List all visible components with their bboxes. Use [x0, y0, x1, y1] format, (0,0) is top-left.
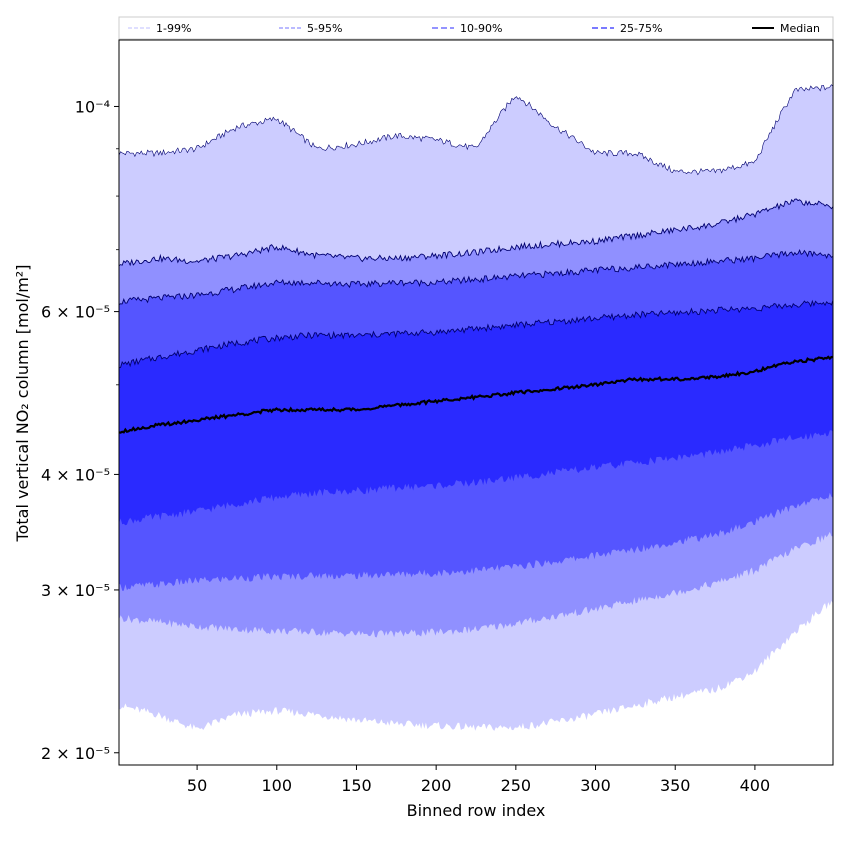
band-upper-edge-1-99%: [119, 84, 833, 176]
x-axis: 50 100 150 200 250 300 350 400: [187, 765, 770, 795]
legend-label: 25-75%: [620, 22, 662, 35]
series-line-median: [119, 355, 833, 434]
x-tick-label: 200: [421, 776, 452, 795]
percentile-bands: [119, 84, 833, 731]
legend-label: Median: [780, 22, 820, 35]
x-tick-label: 150: [341, 776, 372, 795]
x-tick-label: 250: [501, 776, 532, 795]
x-axis-label: Binned row index: [407, 801, 546, 820]
band-25-75%: [119, 300, 833, 526]
y-axis-label: Total vertical NO₂ column [mol/m²]: [13, 265, 32, 543]
plot-frame: [118, 39, 834, 766]
x-tick-label: 50: [187, 776, 207, 795]
band-upper-edge-25-75%: [119, 299, 833, 369]
band-upper-edge-5-95%: [119, 198, 833, 267]
legend-frame: [118, 16, 834, 40]
legend-label: 5-95%: [307, 22, 342, 35]
y-tick-label: 6 × 10⁻⁵: [41, 303, 110, 322]
legend: 1-99% 5-95% 10-90% 25-75% Median: [118, 16, 834, 40]
band-upper-edge-10-90%: [119, 249, 833, 305]
legend-label: 10-90%: [460, 22, 502, 35]
y-tick-label: 4 × 10⁻⁵: [41, 465, 110, 484]
legend-label: 1-99%: [156, 22, 191, 35]
x-tick-label: 350: [660, 776, 691, 795]
x-tick-label: 300: [580, 776, 611, 795]
y-tick-label: 10⁻⁴: [75, 97, 110, 116]
x-tick-label: 400: [740, 776, 771, 795]
y-axis: 2 × 10⁻⁵ 3 × 10⁻⁵ 4 × 10⁻⁵ 6 × 10⁻⁵ 10⁻⁴: [41, 97, 119, 763]
y-tick-label: 3 × 10⁻⁵: [41, 581, 110, 600]
series-lines: [119, 84, 833, 434]
x-tick-label: 100: [262, 776, 293, 795]
y-tick-label: 2 × 10⁻⁵: [41, 744, 110, 763]
